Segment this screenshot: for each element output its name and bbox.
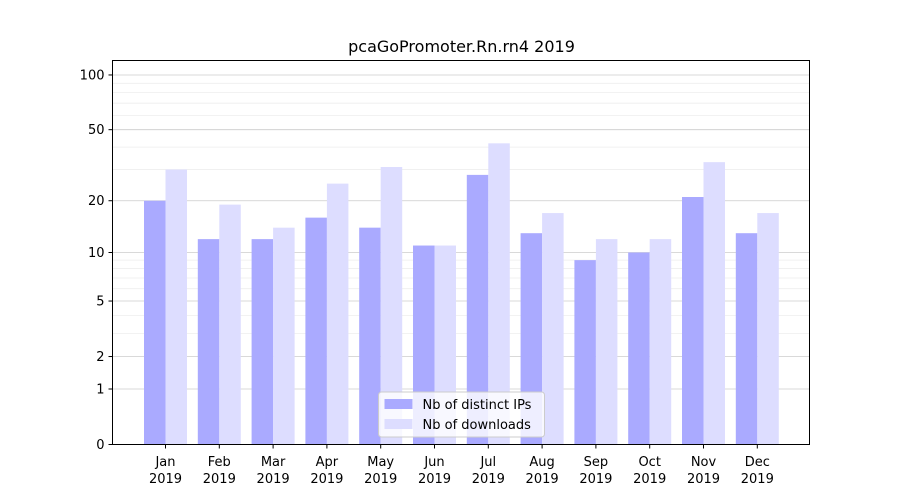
bar-ips bbox=[305, 217, 327, 445]
x-tick-label-month: Apr bbox=[316, 455, 339, 470]
bar-downloads bbox=[649, 239, 672, 445]
y-tick-label: 2 bbox=[96, 350, 104, 365]
x-tick-label-month: Dec bbox=[745, 455, 770, 470]
bar-downloads bbox=[542, 213, 564, 445]
chart-title: pcaGoPromoter.Rn.rn4 2019 bbox=[348, 37, 575, 56]
bar-downloads bbox=[165, 169, 187, 445]
bar-downloads bbox=[380, 166, 403, 445]
y-tick-label: 100 bbox=[80, 68, 105, 83]
bar-ips bbox=[735, 233, 758, 445]
x-tick-label-year: 2019 bbox=[741, 472, 774, 487]
bar-downloads bbox=[703, 162, 725, 445]
bar-ips bbox=[628, 252, 650, 445]
legend-label: Nb of distinct IPs bbox=[423, 398, 532, 413]
bar-ips bbox=[682, 196, 704, 445]
legend-box bbox=[378, 391, 545, 438]
axis-layer: 0 1 2 5 10 20 50 100 Jan 2019 Feb 2019 Mar 2019 Apr 201… bbox=[80, 68, 774, 487]
y-tick-label: 5 bbox=[96, 295, 104, 310]
x-tick-label-year: 2019 bbox=[310, 472, 343, 487]
x-tick-label-month: May bbox=[367, 455, 394, 470]
x-tick-label-year: 2019 bbox=[579, 472, 612, 487]
bar-downloads bbox=[219, 204, 241, 445]
x-tick-label-year: 2019 bbox=[472, 472, 505, 487]
bar-ips bbox=[197, 239, 220, 445]
x-tick-label-year: 2019 bbox=[687, 472, 720, 487]
x-tick-label-month: Jan bbox=[154, 455, 175, 470]
y-tick-label: 10 bbox=[88, 246, 105, 261]
legend-label: Nb of downloads bbox=[423, 418, 532, 433]
x-tick-label-month: Nov bbox=[691, 455, 717, 470]
x-tick-label-month: Mar bbox=[261, 455, 286, 470]
x-tick-label-month: Sep bbox=[584, 455, 609, 470]
x-tick-label-year: 2019 bbox=[526, 472, 559, 487]
x-tick-label-year: 2019 bbox=[149, 472, 182, 487]
bar-ips bbox=[574, 260, 596, 445]
legend: Nb of distinct IPs Nb of downloads bbox=[378, 391, 545, 438]
x-tick-label-year: 2019 bbox=[364, 472, 397, 487]
x-tick-label-year: 2019 bbox=[257, 472, 290, 487]
x-tick-label-year: 2019 bbox=[418, 472, 451, 487]
bar-ips bbox=[359, 227, 381, 445]
y-tick-label: 20 bbox=[88, 194, 105, 209]
bar-downloads bbox=[273, 227, 295, 445]
x-tick-label-year: 2019 bbox=[633, 472, 666, 487]
y-tick-label: 50 bbox=[88, 123, 105, 138]
x-tick-label-month: Jun bbox=[423, 455, 444, 470]
bar-downloads bbox=[326, 183, 349, 445]
bars-layer bbox=[144, 143, 779, 445]
bar-downloads bbox=[595, 239, 618, 445]
x-tick-label-month: Feb bbox=[208, 455, 231, 470]
x-tick-label-month: Jul bbox=[479, 455, 496, 470]
bar-downloads bbox=[488, 143, 510, 445]
bar-ips bbox=[466, 174, 489, 445]
bar-ips bbox=[144, 200, 166, 445]
bar-ips bbox=[251, 239, 274, 445]
legend-swatch bbox=[384, 399, 413, 409]
x-tick-label-month: Aug bbox=[529, 455, 554, 470]
x-tick-label-month: Oct bbox=[638, 455, 660, 470]
x-tick-label-year: 2019 bbox=[203, 472, 236, 487]
y-tick-label: 0 bbox=[96, 438, 104, 453]
bar-downloads bbox=[757, 213, 779, 445]
y-tick-label: 1 bbox=[96, 382, 104, 397]
legend-swatch bbox=[384, 419, 413, 429]
